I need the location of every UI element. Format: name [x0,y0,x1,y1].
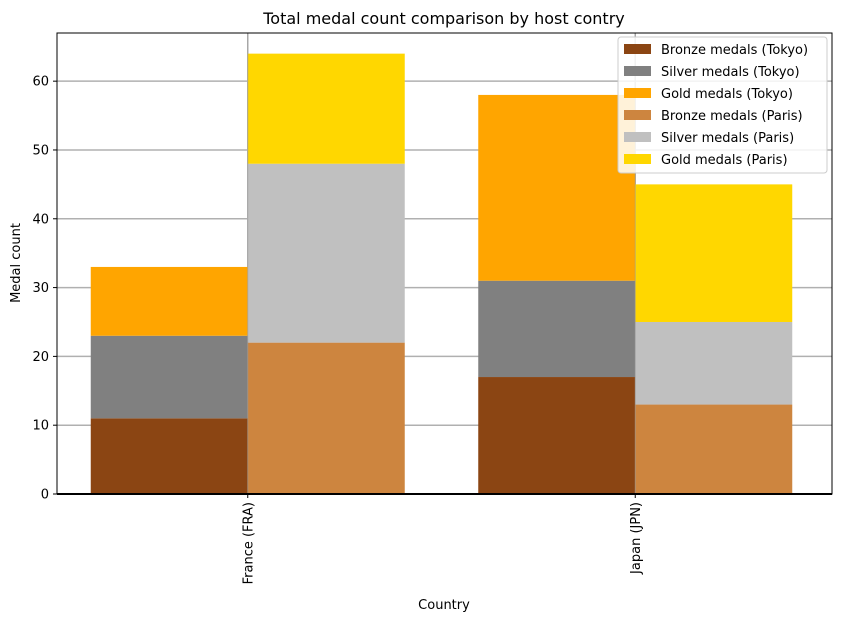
bars [90,33,793,494]
bar-silver-medals-tokyo--1 [478,280,636,378]
y-axis-label: Medal count [9,223,24,303]
legend-label: Bronze medals (Paris) [661,109,803,124]
y-tick-label: 40 [32,212,49,227]
y-tick-label: 30 [32,281,49,296]
y-tick-label: 20 [32,350,49,365]
legend-label: Silver medals (Tokyo) [661,65,800,80]
y-tick-label: 10 [32,419,49,434]
bar-gold-medals-paris--0 [247,53,405,164]
bar-bronze-medals-paris--1 [635,404,793,494]
bar-gold-medals-paris--1 [635,184,793,322]
bar-bronze-medals-tokyo--1 [478,377,636,494]
bar-silver-medals-paris--1 [635,321,793,405]
axes: 0 10 20 30 40 50 60 France (FRA) Japan (JPN) [32,32,833,584]
x-tick-label: France (FRA) [241,502,256,584]
y-tick-label: 60 [32,75,49,90]
legend-box [617,36,828,174]
legend-swatch [624,132,651,142]
legend-swatch [624,110,651,120]
legend-label: Bronze medals (Tokyo) [661,43,808,58]
bar-silver-medals-paris--0 [247,163,405,343]
bar-silver-medals-tokyo--0 [90,335,248,419]
y-tick-label: 50 [32,143,49,158]
legend-label: Silver medals (Paris) [661,131,794,146]
x-axis-label: Country [418,598,470,613]
y-tick-label: 0 [41,488,49,503]
bar-gold-medals-tokyo--0 [90,266,248,336]
legend-swatch [624,66,651,76]
chart-title: Total medal count comparison by host con… [262,9,625,28]
bar-bronze-medals-paris--0 [247,342,405,494]
legend-label: Gold medals (Paris) [661,153,788,168]
legend: Bronze medals (Tokyo) Silver medals (Toky… [617,36,828,174]
bar-gold-medals-tokyo--1 [478,94,636,281]
legend-swatch [624,44,651,54]
legend-swatch [624,88,651,98]
legend-label: Gold medals (Tokyo) [661,87,793,102]
bar-bronze-medals-tokyo--0 [90,418,248,494]
legend-swatch [624,154,651,164]
x-tick-label: Japan (JPN) [629,502,644,575]
